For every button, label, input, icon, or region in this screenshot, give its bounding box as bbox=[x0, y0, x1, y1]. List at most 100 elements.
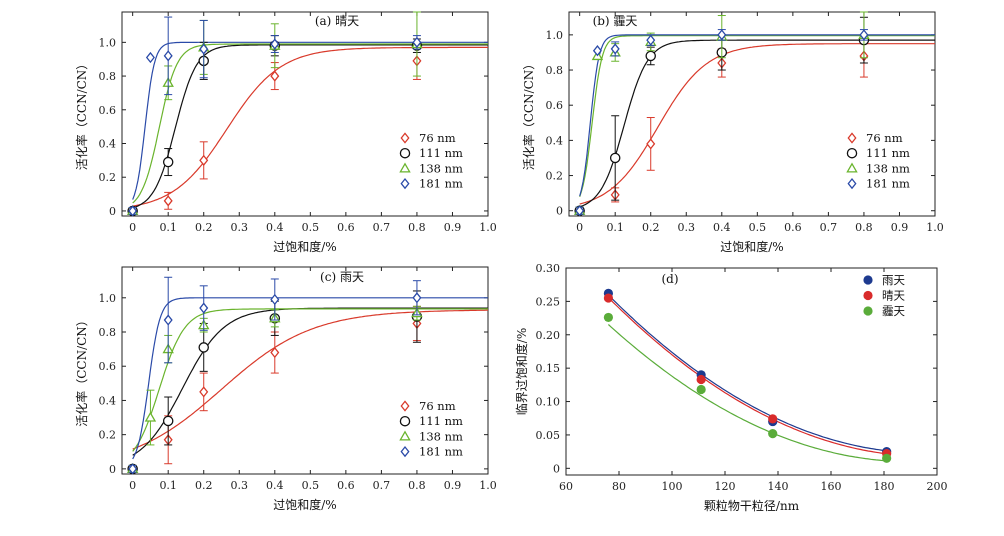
y-tick-label: 0.8 bbox=[546, 64, 564, 77]
fit-curve-2 bbox=[579, 35, 935, 197]
y-tick-label: 1.0 bbox=[99, 36, 117, 49]
data-point bbox=[199, 302, 209, 314]
y-tick-label: 0.25 bbox=[536, 295, 561, 308]
fit-curve-1 bbox=[132, 44, 488, 209]
x-tick-label: 0.5 bbox=[302, 479, 320, 492]
x-tick-label: 0 bbox=[129, 221, 136, 234]
legend-marker bbox=[847, 132, 857, 144]
fit-curve-2 bbox=[132, 43, 488, 204]
x-tick-label: 0.8 bbox=[408, 221, 426, 234]
panel-d: 60 80 100 120 140 160 180 200 0 0.05 0.10 0.15 0.20 0… bbox=[514, 262, 948, 513]
legend-marker bbox=[399, 162, 411, 173]
fit-curve-2 bbox=[132, 308, 488, 452]
fit-curve-3 bbox=[579, 34, 935, 197]
x-tick-label: 0 bbox=[576, 221, 583, 234]
legend-marker bbox=[847, 177, 857, 190]
y-tick-label: 0.10 bbox=[536, 396, 561, 409]
plot-frame bbox=[565, 267, 938, 476]
x-tick-label: 0.3 bbox=[231, 479, 249, 492]
y-tick-label: 1.0 bbox=[99, 292, 117, 305]
fit-curve-2 bbox=[607, 324, 887, 462]
legend-marker bbox=[863, 275, 873, 285]
legend-label: 181 nm bbox=[419, 177, 463, 191]
x-tick-label: 0.3 bbox=[231, 221, 249, 234]
tick-labels: 0 0.1 0.2 0.3 0.4 0.5 0.6 0.7 0.8 0.9 1.0 0 0.2 0.4 0.… bbox=[99, 292, 497, 492]
y-tick-label: 0.8 bbox=[99, 326, 117, 339]
legend-label: 76 nm bbox=[866, 131, 903, 145]
y-tick-label: 0 bbox=[553, 462, 560, 475]
legend-label: 76 nm bbox=[419, 399, 456, 413]
data-point bbox=[882, 453, 892, 463]
chart-title: (d) bbox=[661, 272, 678, 286]
x-tick-label: 0.1 bbox=[159, 221, 177, 234]
y-tick-label: 0.6 bbox=[99, 104, 117, 117]
x-tick-label: 0.1 bbox=[606, 221, 624, 234]
x-tick-label: 0.4 bbox=[266, 479, 284, 492]
x-tick-label: 0.8 bbox=[855, 221, 873, 234]
fit-curve-1 bbox=[607, 297, 887, 455]
data-point bbox=[645, 50, 656, 62]
data-point bbox=[412, 36, 422, 48]
y-tick-label: 0.6 bbox=[99, 360, 117, 373]
x-tick-label: 0.7 bbox=[373, 479, 391, 492]
y-tick-label: 0 bbox=[556, 205, 563, 218]
data-point bbox=[592, 45, 602, 57]
data-point bbox=[646, 34, 656, 46]
x-tick-label: 0 bbox=[129, 479, 136, 492]
data-point bbox=[768, 414, 778, 424]
x-tick-label: 120 bbox=[715, 480, 736, 493]
y-tick-label: 1.0 bbox=[546, 29, 564, 42]
x-tick-label: 100 bbox=[662, 480, 683, 493]
x-axis-label: 颗粒物干粒径/nm bbox=[704, 498, 800, 513]
x-tick-label: 1.0 bbox=[479, 479, 497, 492]
x-tick-label: 200 bbox=[927, 480, 948, 493]
fit-curve-0 bbox=[607, 294, 887, 452]
x-tick-label: 0.4 bbox=[266, 221, 284, 234]
x-tick-label: 0.2 bbox=[642, 221, 660, 234]
x-tick-label: 0.3 bbox=[678, 221, 696, 234]
x-tick-label: 1.0 bbox=[479, 221, 497, 234]
y-tick-label: 0.6 bbox=[546, 99, 564, 112]
legend-marker bbox=[400, 132, 410, 144]
y-tick-label: 0.4 bbox=[546, 134, 564, 147]
x-tick-label: 0.7 bbox=[820, 221, 838, 234]
data-point bbox=[270, 346, 280, 359]
x-tick-label: 0.6 bbox=[337, 221, 355, 234]
tick-labels: 60 80 100 120 140 160 180 200 0 0.05 0.10 0.15 0.20 0… bbox=[536, 262, 948, 493]
data-point bbox=[163, 314, 173, 326]
x-tick-label: 0.5 bbox=[302, 221, 320, 234]
panel-b: 0 0.1 0.2 0.3 0.4 0.5 0.6 0.7 0.8 0.9 1.0 0 0.2 0.4 0.… bbox=[521, 11, 944, 254]
data-point bbox=[144, 411, 157, 422]
x-tick-label: 140 bbox=[768, 480, 789, 493]
y-tick-label: 0.4 bbox=[99, 394, 117, 407]
y-tick-label: 0.05 bbox=[536, 429, 561, 442]
data-point bbox=[603, 312, 614, 323]
x-tick-label: 160 bbox=[821, 480, 842, 493]
fit-curve-0 bbox=[132, 309, 488, 450]
legend-marker bbox=[863, 306, 873, 316]
x-axis-label: 过饱和度/% bbox=[273, 497, 336, 512]
y-tick-label: 0.15 bbox=[536, 362, 561, 375]
data-point bbox=[696, 374, 706, 385]
x-tick-label: 0.5 bbox=[749, 221, 767, 234]
legend-label: 76 nm bbox=[419, 131, 456, 145]
y-tick-label: 0.4 bbox=[99, 138, 117, 151]
legend-marker bbox=[399, 430, 411, 441]
tick-labels: 0 0.1 0.2 0.3 0.4 0.5 0.6 0.7 0.8 0.9 1.0 0 0.2 0.4 0.… bbox=[546, 29, 944, 234]
data-point bbox=[603, 293, 614, 303]
data-point bbox=[128, 463, 138, 475]
x-tick-label: 0.2 bbox=[195, 479, 213, 492]
tick-labels: 0 0.1 0.2 0.3 0.4 0.5 0.6 0.7 0.8 0.9 1.0 0 0.2 0.4 0.… bbox=[99, 36, 497, 234]
legend-label: 138 nm bbox=[419, 161, 463, 175]
legend-marker bbox=[863, 290, 873, 301]
data-point bbox=[199, 43, 209, 55]
legend-label: 霾天 bbox=[882, 304, 905, 318]
legend-label: 181 nm bbox=[419, 445, 463, 459]
y-axis-label: 活化率（CCN/CN） bbox=[74, 314, 89, 427]
y-tick-label: 0.2 bbox=[99, 171, 117, 184]
y-axis-label: 活化率（CCN/CN） bbox=[521, 58, 536, 171]
